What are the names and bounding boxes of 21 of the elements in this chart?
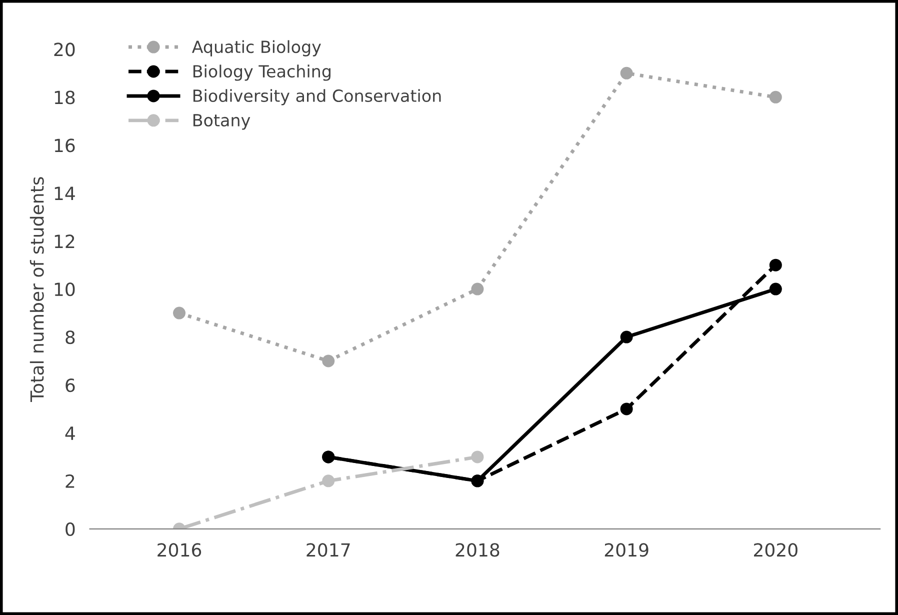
x-tick-label: 2017 — [306, 543, 350, 557]
y-tick-label: 16 — [54, 138, 75, 152]
y-axis-title: Total number of students — [30, 177, 44, 402]
legend-label: Biology Teaching — [193, 64, 330, 81]
x-tick-label: 2016 — [158, 543, 202, 557]
y-tick-label: 6 — [66, 378, 75, 392]
y-tick-label: 8 — [66, 330, 75, 344]
legend-label: Botany — [193, 114, 250, 130]
y-tick-label: 4 — [65, 426, 75, 440]
x-tick-label: 2018 — [456, 543, 500, 557]
y-tick-label: 10 — [54, 282, 75, 296]
x-tick-label: 2019 — [604, 543, 648, 557]
y-tick-label: 2 — [66, 474, 74, 488]
y-tick-label: 18 — [54, 90, 75, 104]
y-tick-label: 20 — [54, 42, 75, 56]
x-tick-label: 2020 — [754, 543, 798, 557]
legend-label: Biodiversity and Conservation — [193, 89, 441, 106]
y-tick-label: 12 — [54, 234, 74, 248]
y-tick-label: 0 — [66, 522, 75, 536]
legend-label: Aquatic Biology — [192, 40, 321, 56]
y-tick-label: 14 — [54, 186, 75, 200]
